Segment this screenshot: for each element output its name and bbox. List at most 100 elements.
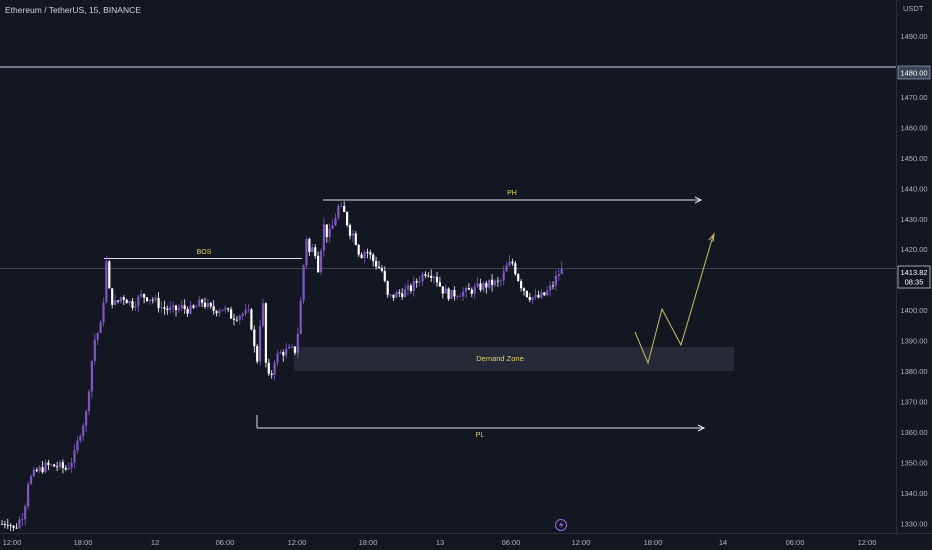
pl-label: PL [476,432,485,439]
candle [27,481,30,510]
candle [12,525,15,532]
candle [21,512,24,526]
candle [218,308,221,317]
candle [375,256,378,270]
candle [522,287,526,296]
candle [256,343,259,364]
projection-path[interactable] [634,232,715,365]
price-tick-label: 1430.00 [900,215,927,224]
candle [224,305,227,314]
candle [549,280,552,297]
candle [264,302,267,368]
candle [520,279,523,292]
candle [377,260,381,269]
demand-zone-label: Demand Zone [476,354,524,363]
lightning-event-icon[interactable] [555,519,567,531]
candle [499,278,502,287]
candle [528,292,531,303]
candle [6,518,9,529]
candle [198,296,201,307]
demand-zone-box[interactable] [294,347,734,371]
candle [441,286,444,299]
candle [119,296,122,304]
candle [525,290,528,298]
time-tick-label: 12:00 [3,538,22,547]
candle [87,389,91,415]
candle [56,461,59,472]
candle [186,306,189,317]
candle [53,463,56,467]
price-tick-label: 1380.00 [900,367,927,376]
candle [143,293,146,304]
candle [206,298,209,310]
candle [505,261,508,272]
candle [372,252,375,267]
candle [421,271,424,286]
candle [540,288,543,300]
candle [174,305,178,317]
time-axis[interactable]: 12:00 18:00 12 06:00 12:00 18:00 13 06:00 12:00 1… [3,538,877,547]
candle [282,349,285,362]
bos-label: BOS [197,249,212,256]
candle [479,278,482,293]
candles-layer [0,201,563,532]
ph-arrow-line[interactable] [323,196,703,204]
candle [3,520,6,529]
time-tick-label: 12:00 [858,538,877,547]
candle [64,464,67,472]
candle [343,201,346,213]
candle [70,457,73,474]
candle [128,300,131,306]
time-tick-label: 18:00 [359,538,378,547]
candle [250,307,253,331]
candle [290,344,294,349]
candle [203,297,207,309]
price-axis[interactable]: 1490.00 1470.00 1460.00 1450.00 1440.00 1430.… [900,32,927,528]
candle [337,203,340,220]
candle [180,299,183,312]
candle [79,434,82,444]
candle [398,289,401,298]
horizontal-line-price-tag: 1480.00 [897,65,931,80]
time-tick-label: 18:00 [644,538,663,547]
candle [151,297,154,304]
price-tick-label: 1420.00 [900,245,927,254]
pl-arrow-line[interactable] [256,415,706,432]
candle [354,231,357,246]
candle [395,290,398,298]
candle [389,294,392,298]
candle [58,460,62,470]
candle [212,300,215,315]
price-tick-label: 1450.00 [900,154,927,163]
candle [160,301,163,313]
time-tick-label: 06:00 [786,538,805,547]
candle [279,349,282,355]
candle [99,320,102,334]
candle [328,223,331,243]
candle [514,260,517,276]
candle [148,299,151,306]
candle [195,304,198,308]
candle [456,294,459,300]
candle [311,243,314,253]
candle [319,248,323,276]
time-tick-label: 12 [151,538,159,547]
time-tick-label: 14 [719,538,727,547]
candle [189,301,192,315]
candle [105,255,108,304]
candle [470,287,473,298]
symbol-title[interactable]: Ethereum / TetherUS, 15, BINANCE [5,5,141,15]
candle [137,294,140,313]
candle [131,297,134,311]
candle [493,279,497,288]
candle [459,293,462,298]
candle [496,276,499,287]
candle [259,319,262,366]
candle [430,269,433,283]
candle [299,297,302,335]
candle [415,278,418,288]
candle [453,286,456,301]
candle [267,358,270,377]
